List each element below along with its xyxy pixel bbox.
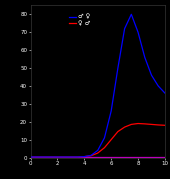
♂ ♀ xyxy=(50,156,52,158)
♀ ♂ xyxy=(117,130,119,133)
♂ ♀ xyxy=(97,149,99,151)
♀ ♂ xyxy=(83,156,85,158)
♂ ♀ xyxy=(76,156,79,158)
♂ ♀ xyxy=(157,85,159,87)
♀ ♂ xyxy=(70,156,72,158)
♀ ♂ xyxy=(144,123,146,125)
♀ ♂ xyxy=(103,147,105,149)
Line: ♂ ♀: ♂ ♀ xyxy=(31,14,165,157)
♂ ♀ xyxy=(117,67,119,69)
♂ ♀ xyxy=(70,156,72,158)
♀ ♂ xyxy=(76,156,79,158)
♂ ♀ xyxy=(30,156,32,158)
♀ ♂ xyxy=(90,155,92,157)
♂ ♀ xyxy=(110,110,112,112)
♀ ♂ xyxy=(137,122,139,125)
♀ ♂ xyxy=(97,152,99,154)
♂ ♀ xyxy=(144,56,146,58)
♀ ♂ xyxy=(164,124,166,126)
♂ ♀ xyxy=(124,28,126,30)
♂ ♀ xyxy=(83,156,85,158)
♀ ♂ xyxy=(110,139,112,141)
Legend: ♂ ♀, ♀ ♂: ♂ ♀, ♀ ♂ xyxy=(67,13,91,27)
♀ ♂ xyxy=(63,156,65,158)
♂ ♀ xyxy=(103,137,105,139)
♂ ♀ xyxy=(130,13,132,15)
♂ ♀ xyxy=(63,156,65,158)
♀ ♂ xyxy=(124,126,126,128)
♂ ♀ xyxy=(150,74,152,76)
♀ ♂ xyxy=(130,123,132,125)
♀ ♂ xyxy=(157,124,159,126)
♀ ♂ xyxy=(36,156,38,158)
♂ ♀ xyxy=(56,156,58,158)
♀ ♂ xyxy=(43,156,45,158)
♀ ♂ xyxy=(30,156,32,158)
♀ ♂ xyxy=(150,123,152,125)
♂ ♀ xyxy=(90,154,92,156)
♂ ♀ xyxy=(137,31,139,33)
♂ ♀ xyxy=(43,156,45,158)
♀ ♂ xyxy=(56,156,58,158)
♂ ♀ xyxy=(36,156,38,158)
♂ ♀ xyxy=(164,92,166,94)
Line: ♀ ♂: ♀ ♂ xyxy=(31,124,165,157)
♀ ♂ xyxy=(50,156,52,158)
